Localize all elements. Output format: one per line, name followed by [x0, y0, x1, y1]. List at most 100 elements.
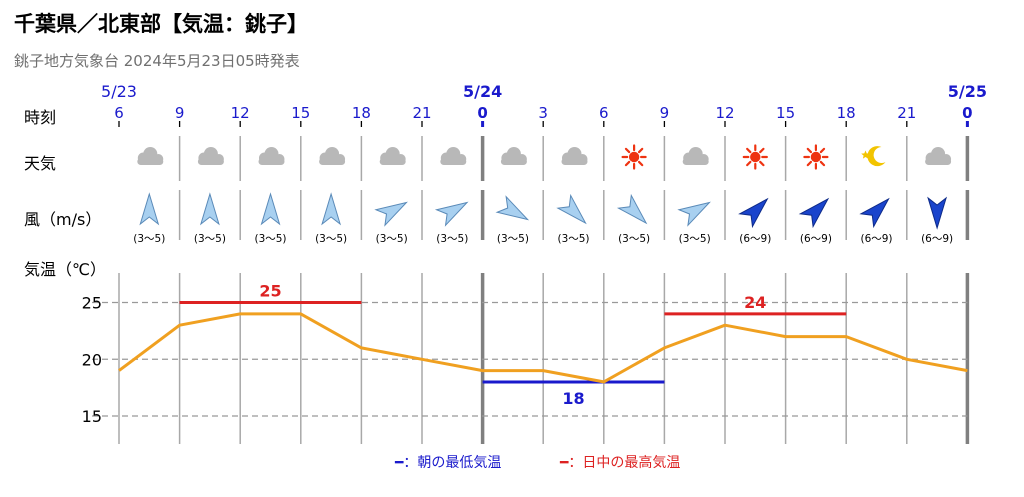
wind-range-label: (3～5)	[376, 233, 408, 245]
hour-label: 9	[175, 104, 185, 122]
sun-ray	[806, 160, 813, 167]
wind-arrow-icon	[374, 201, 408, 227]
wind-arrow-icon	[199, 192, 220, 226]
wind-range-label: (3～5)	[133, 233, 165, 245]
wind-arrow-icon	[798, 197, 830, 229]
wind-range-label: (3～5)	[436, 233, 468, 245]
date-label: 5/25	[948, 82, 987, 101]
sun-disc	[810, 151, 822, 163]
y-tick-label: 15	[82, 407, 102, 426]
wind-arrow-icon	[434, 201, 469, 227]
hour-label: 15	[291, 104, 310, 122]
wind-arrow-icon	[927, 196, 948, 230]
wind-arrow-icon	[616, 193, 648, 225]
sun-ray	[819, 160, 826, 167]
wind-range-label: (3～5)	[557, 233, 589, 245]
sun-ray	[624, 160, 631, 167]
max-temp-label: 25	[259, 282, 281, 301]
cloud-part	[500, 158, 527, 165]
wind-arrow-icon	[859, 197, 890, 229]
sun-disc	[628, 151, 640, 163]
cloud-icon	[925, 147, 952, 165]
hour-label: 6	[114, 104, 124, 122]
cloud-part	[561, 158, 588, 165]
wind-arrow-icon	[495, 195, 530, 221]
hour-label: 9	[660, 104, 670, 122]
issued-by-subtitle: 銚子地方気象台 2024年5月23日05時発表	[14, 52, 300, 70]
wind-range-label: (6～9)	[739, 233, 771, 245]
cloud-icon	[258, 147, 285, 165]
sun-disc	[750, 151, 761, 163]
wind-arrow-icon	[738, 197, 769, 229]
star-shape	[861, 150, 870, 159]
hour-label: 0	[477, 104, 487, 122]
wind-range-label: (3～5)	[315, 233, 347, 245]
sun-icon	[742, 144, 768, 170]
max-temp-label: 24	[744, 293, 766, 312]
cloud-part	[682, 158, 709, 165]
wind-arrow-icon	[260, 192, 281, 226]
wind-range-label: (6～9)	[860, 233, 892, 245]
wind-range-label: (3～5)	[254, 233, 286, 245]
y-tick-label: 20	[82, 350, 102, 369]
hour-label: 0	[962, 104, 972, 122]
hour-label: 18	[352, 104, 371, 122]
cloud-icon	[197, 147, 224, 165]
page-title: 千葉県／北東部【気温：銚子】	[14, 12, 308, 36]
wind-arrow-icon	[556, 193, 587, 225]
cloud-icon	[682, 147, 709, 165]
wind-range-label: (6～9)	[800, 233, 832, 245]
cloud-part	[379, 158, 406, 165]
sun-ray	[759, 147, 765, 154]
sun-icon	[621, 144, 647, 170]
sun-ray	[759, 160, 765, 167]
cloud-icon	[379, 147, 406, 165]
sun-ray	[637, 147, 644, 154]
cloud-icon	[137, 147, 164, 165]
cloud-icon	[500, 147, 527, 165]
date-label: 5/24	[463, 82, 502, 101]
wind-arrow-icon	[321, 192, 342, 226]
wind-range-label: (3～5)	[194, 233, 226, 245]
sun-ray	[746, 160, 752, 167]
wind-range-label: (3～5)	[497, 233, 529, 245]
wind-arrow-icon	[677, 201, 711, 227]
cloud-part	[319, 158, 346, 165]
hour-label: 6	[599, 104, 609, 122]
cloud-part	[925, 158, 952, 165]
legend-max-temp: ━：日中の最高気温	[560, 455, 681, 471]
sun-ray	[624, 147, 631, 154]
legend-min-temp: ━：朝の最低気温	[395, 455, 502, 471]
wind-arrow-icon	[139, 192, 160, 226]
sun-ray	[637, 160, 644, 167]
hour-label: 21	[897, 104, 916, 122]
sun-ray	[806, 147, 813, 154]
cloud-icon	[319, 147, 346, 165]
cloud-icon	[440, 147, 467, 165]
date-label: 5/23	[101, 82, 137, 101]
sun-ray	[819, 147, 826, 154]
sun-ray	[746, 147, 752, 154]
cloud-part	[258, 158, 285, 165]
hour-label: 15	[776, 104, 795, 122]
row-label-time: 時刻	[24, 108, 57, 127]
temperature-line	[118, 312, 968, 384]
wind-range-label: (3～5)	[679, 233, 711, 245]
hour-label: 12	[715, 104, 734, 122]
moon-star-icon	[861, 146, 886, 167]
y-tick-label: 25	[82, 294, 102, 313]
cloud-part	[440, 158, 467, 165]
cloud-icon	[561, 147, 588, 165]
row-label-weather: 天気	[24, 154, 57, 173]
hour-label: 18	[837, 104, 856, 122]
moon-shape	[867, 146, 886, 167]
wind-range-label: (6～9)	[921, 233, 953, 245]
sun-icon	[803, 144, 829, 170]
hour-label: 3	[538, 104, 548, 122]
cloud-part	[137, 158, 164, 165]
cloud-part	[197, 158, 224, 165]
hour-label: 21	[412, 104, 431, 122]
row-label-temperature: 気温（℃）	[24, 260, 106, 279]
wind-range-label: (3～5)	[618, 233, 650, 245]
row-label-wind: 風（m/s）	[24, 210, 102, 229]
